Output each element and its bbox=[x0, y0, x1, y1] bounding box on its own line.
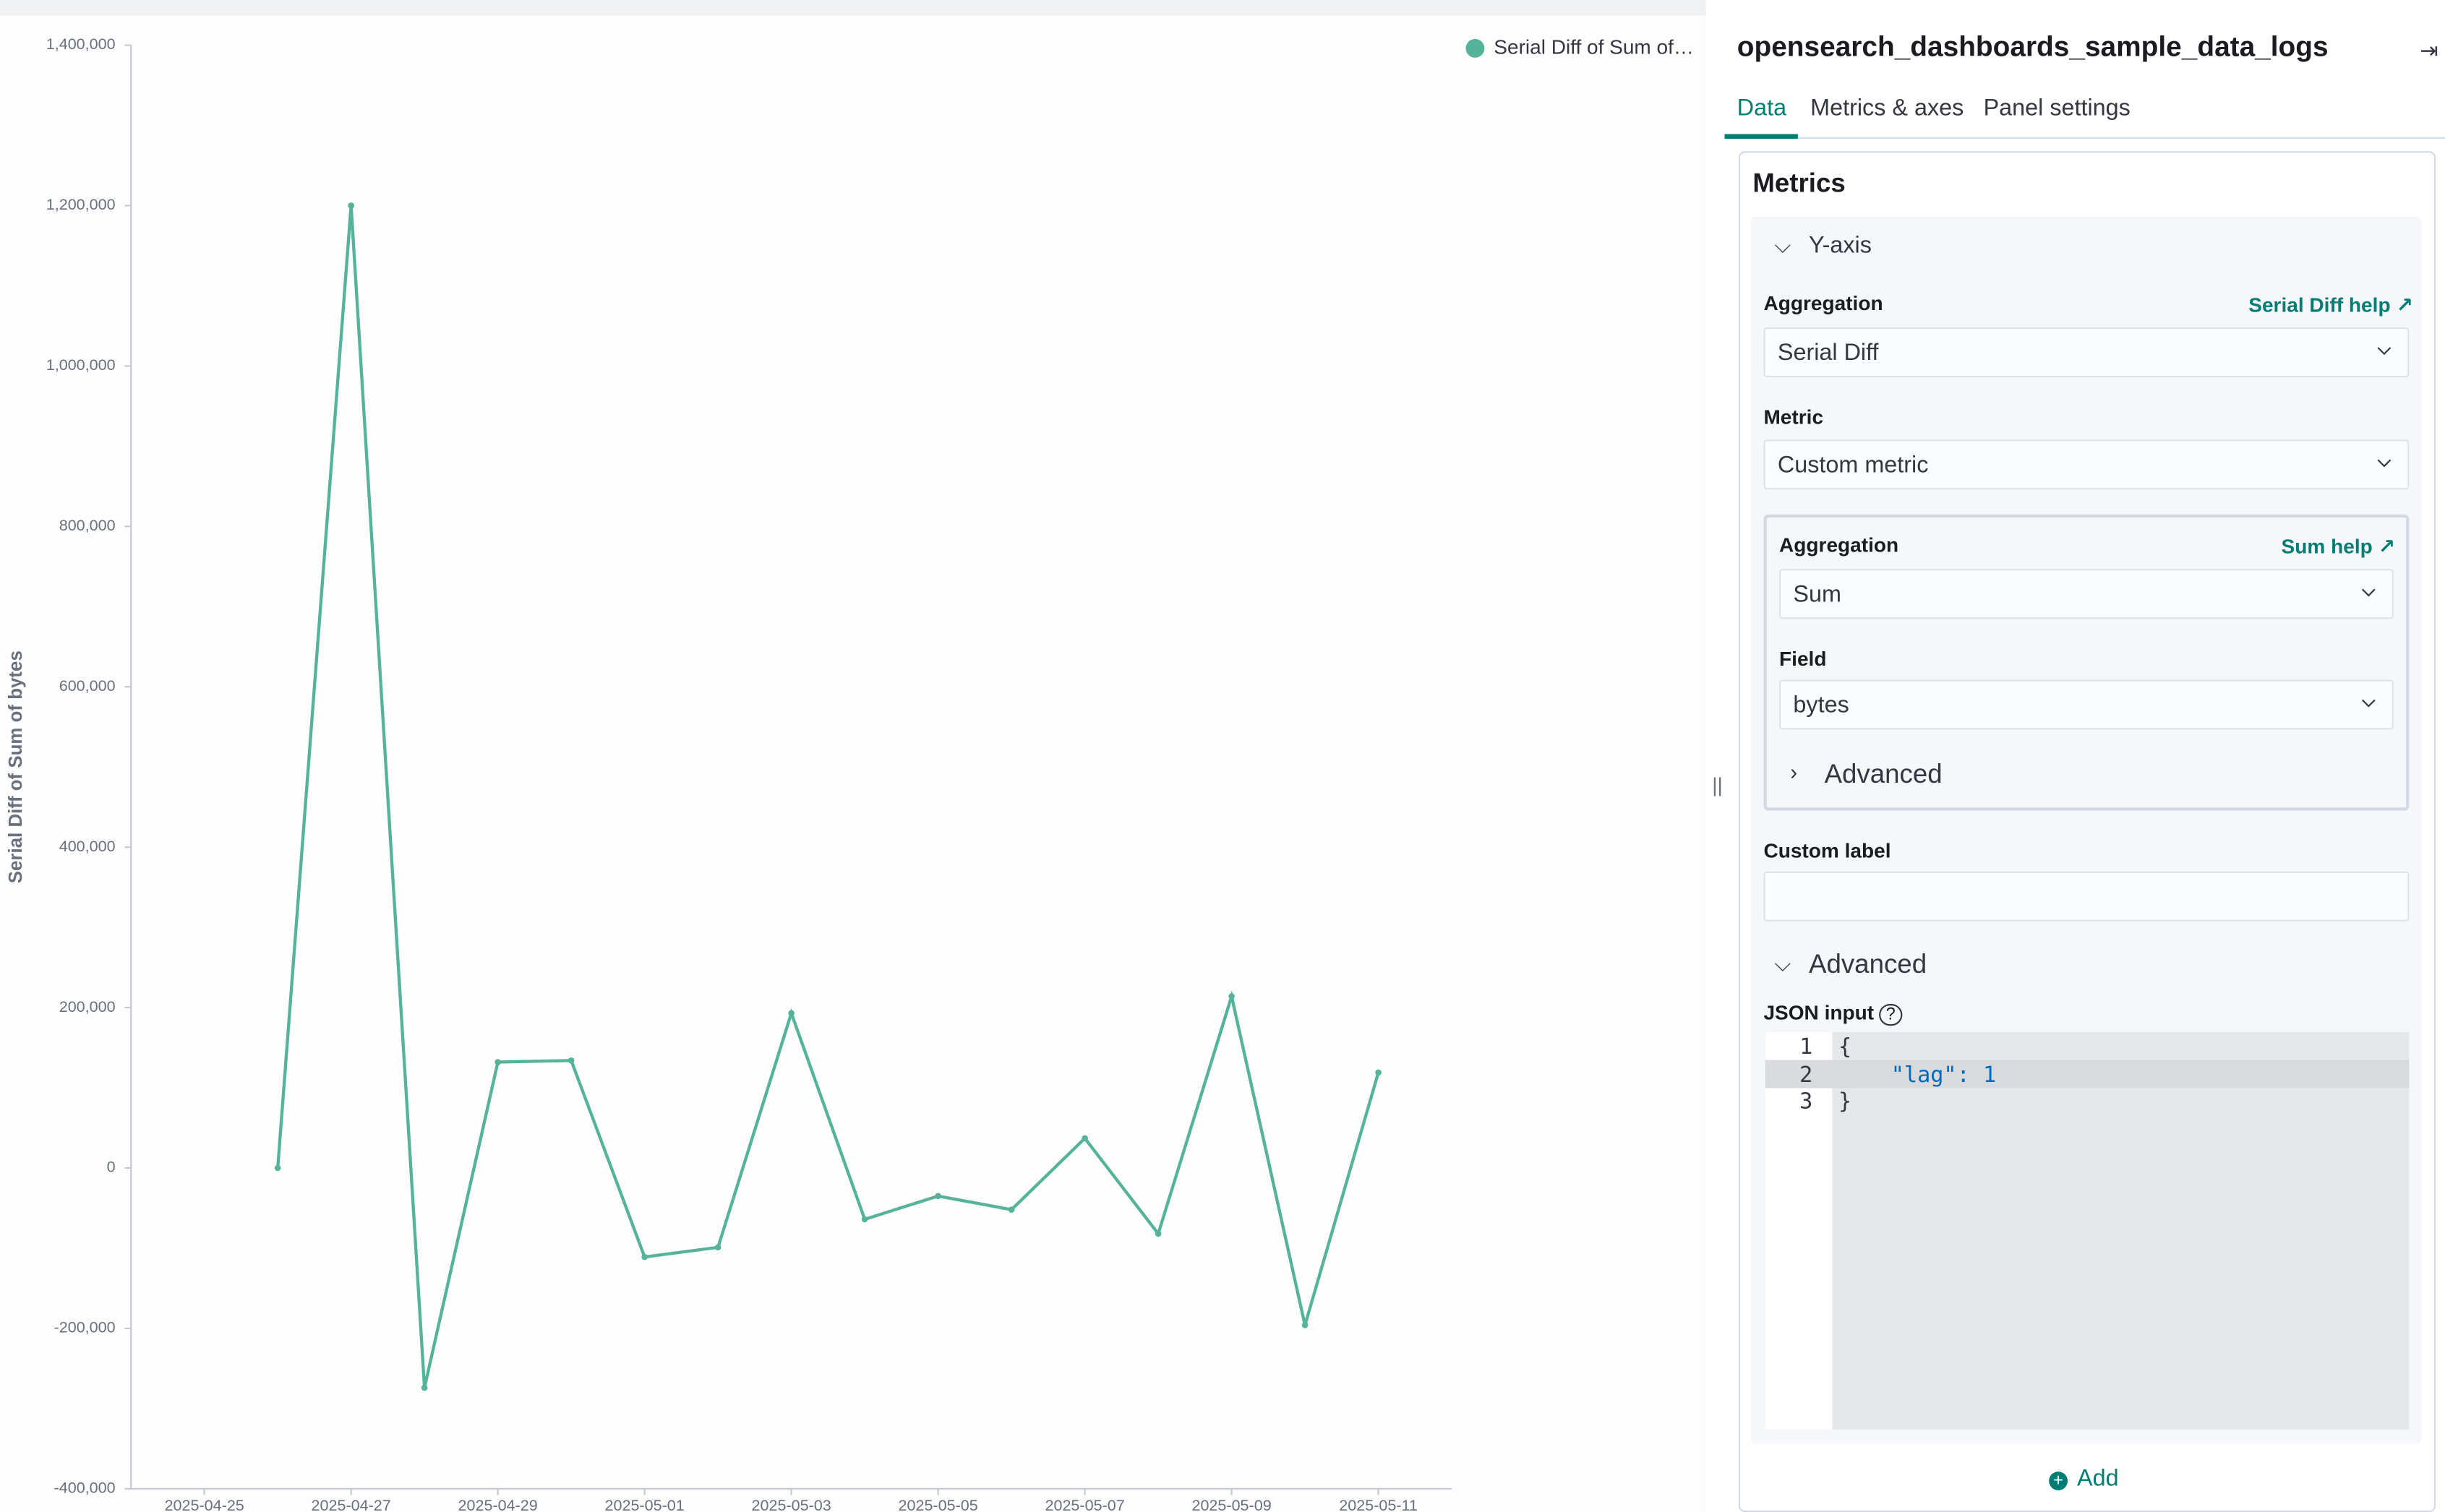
chevron bbox=[2377, 347, 2392, 356]
select[interactable]: Custom metric bbox=[1763, 439, 2410, 490]
help-link-text[interactable]: Sum help bbox=[2281, 534, 2373, 559]
help-icon[interactable]: ? bbox=[1879, 1004, 1902, 1026]
series-line bbox=[276, 205, 1380, 1388]
tab[interactable]: Panel settings bbox=[1983, 95, 2131, 122]
y-tick-label: 600,000 bbox=[59, 676, 116, 695]
line-number: 2 bbox=[1799, 1063, 1813, 1088]
section-title: Metrics bbox=[1752, 168, 1846, 198]
data-point bbox=[274, 1164, 281, 1172]
chart: Serial Diff of Sum of bytes Serial Diff … bbox=[6, 35, 1694, 1512]
legend-swatch[interactable] bbox=[1465, 38, 1485, 58]
y-tick-label: 0 bbox=[107, 1158, 116, 1176]
code-line: { bbox=[1838, 1035, 1852, 1060]
y-tick-label: 1,000,000 bbox=[46, 356, 116, 374]
data-point bbox=[1228, 993, 1235, 1000]
data-point bbox=[788, 1010, 795, 1017]
data-point bbox=[494, 1059, 501, 1065]
help-link[interactable]: Serial Diff help ↗ bbox=[2248, 293, 2413, 317]
x-tick-label: 2025-04-25 bbox=[165, 1496, 244, 1512]
data-point bbox=[714, 1244, 721, 1251]
select[interactable]: Sum bbox=[1779, 569, 2394, 619]
add-button-text[interactable]: Add bbox=[2076, 1465, 2119, 1492]
field-label: Aggregation bbox=[1763, 291, 1883, 315]
index-title: opensearch_dashboards_sample_data_logs bbox=[1737, 31, 2329, 63]
field-label: Field bbox=[1779, 647, 1827, 671]
editor-sidebar: || opensearch_dashboards_sample_data_log… bbox=[1705, 0, 2445, 1512]
y-tick-label: 800,000 bbox=[59, 516, 116, 534]
x-tick-label: 2025-05-11 bbox=[1339, 1496, 1418, 1512]
data-point bbox=[1301, 1322, 1309, 1328]
x-tick-label: 2025-05-01 bbox=[605, 1496, 685, 1512]
accordion-title[interactable]: Advanced bbox=[1809, 949, 1927, 979]
field-label: Custom label bbox=[1763, 838, 1891, 862]
y-tick-label: 400,000 bbox=[59, 837, 116, 855]
code-line: } bbox=[1838, 1089, 1852, 1115]
chevron bbox=[2361, 588, 2376, 597]
chevron bbox=[2377, 459, 2392, 468]
select-value: Serial Diff bbox=[1777, 339, 1879, 366]
accordion-title[interactable]: Advanced bbox=[1824, 759, 1943, 789]
chevron bbox=[2361, 699, 2376, 708]
y-tick-label: 200,000 bbox=[59, 997, 116, 1015]
x-tick-label: 2025-05-05 bbox=[899, 1496, 978, 1512]
line-number: 3 bbox=[1799, 1089, 1813, 1115]
chevron[interactable]: ⌵ bbox=[1774, 232, 1791, 257]
select[interactable]: bytes bbox=[1779, 679, 2394, 730]
data-point bbox=[641, 1253, 648, 1260]
data-point bbox=[1082, 1135, 1088, 1142]
data-point bbox=[421, 1384, 428, 1391]
data-point bbox=[1375, 1069, 1382, 1076]
data-point bbox=[568, 1057, 575, 1064]
data-point bbox=[348, 202, 354, 209]
data-point bbox=[1008, 1206, 1015, 1214]
help-link[interactable]: Sum help ↗ bbox=[2281, 534, 2396, 559]
field-label-text: JSON input bbox=[1763, 1000, 1875, 1025]
chevron[interactable]: › bbox=[1790, 759, 1798, 784]
data-point bbox=[1155, 1230, 1162, 1237]
x-tick-label: 2025-05-07 bbox=[1045, 1496, 1124, 1512]
y-tick-label: -200,000 bbox=[54, 1318, 116, 1336]
add-button[interactable]: + Add bbox=[2049, 1465, 2119, 1492]
x-tick-label: 2025-05-03 bbox=[752, 1496, 831, 1512]
tab[interactable]: Metrics & axes bbox=[1810, 95, 1964, 122]
active-line bbox=[1765, 1060, 2410, 1088]
metrics-card bbox=[1738, 151, 2436, 1512]
select-value: Sum bbox=[1793, 580, 1841, 608]
tab-border bbox=[1724, 137, 2445, 139]
code-editor[interactable]: 1 2 3 { "lag": 1 } bbox=[1765, 1031, 2410, 1430]
y-tick-label: -400,000 bbox=[54, 1479, 116, 1497]
field-label: Metric bbox=[1763, 405, 1824, 429]
x-tick-label: 2025-05-09 bbox=[1191, 1496, 1271, 1512]
select-value: bytes bbox=[1793, 691, 1849, 718]
select-value: Custom metric bbox=[1777, 451, 1929, 478]
data-point bbox=[935, 1193, 941, 1200]
chevron[interactable]: ⌵ bbox=[1774, 950, 1791, 976]
tab[interactable]: Data bbox=[1737, 95, 1787, 122]
gutter bbox=[1765, 1031, 1833, 1430]
x-tick-label: 2025-04-27 bbox=[312, 1496, 391, 1512]
y-axis-title: Serial Diff of Sum of bytes bbox=[6, 650, 26, 883]
resize-handle[interactable]: || bbox=[1712, 773, 1723, 797]
data-point bbox=[861, 1216, 868, 1223]
code-line: "lag": 1 bbox=[1838, 1063, 1997, 1088]
legend-entry[interactable]: Serial Diff of Sum of… bbox=[1494, 35, 1694, 58]
y-tick-label: 1,200,000 bbox=[46, 195, 116, 213]
custom-metric-box bbox=[1763, 514, 2410, 811]
accordion-title[interactable]: Y-axis bbox=[1809, 232, 1872, 259]
field-label: Aggregation bbox=[1779, 533, 1899, 557]
tab-underline bbox=[1724, 134, 1798, 139]
chart-panel: Serial Diff of Sum of bytes Serial Diff … bbox=[0, 15, 1706, 1512]
x-tick-label: 2025-04-29 bbox=[458, 1496, 538, 1512]
y-tick-label: 1,400,000 bbox=[46, 35, 116, 53]
text-input[interactable] bbox=[1763, 871, 2410, 922]
collapse-icon[interactable]: ⇥ bbox=[2420, 37, 2438, 63]
select[interactable]: Serial Diff bbox=[1763, 327, 2410, 377]
line-number: 1 bbox=[1799, 1035, 1813, 1060]
field-label: JSON input ? bbox=[1763, 1000, 1902, 1026]
help-link-text[interactable]: Serial Diff help bbox=[2248, 293, 2391, 317]
